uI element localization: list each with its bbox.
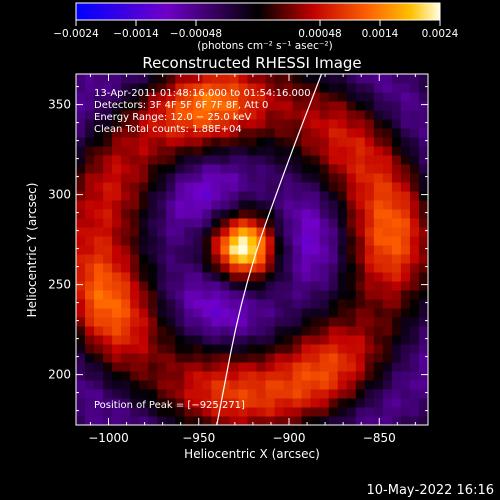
colorbar-tick-label: 0.00048 xyxy=(298,28,341,40)
x-tick-label: −850 xyxy=(363,431,396,445)
x-tick-label: −1000 xyxy=(88,431,129,445)
info-time-range: 13‑Apr‑2011 01:48:16.000 to 01:54:16.000 xyxy=(94,88,311,99)
y-tick-label: 300 xyxy=(48,188,71,202)
plot-frame xyxy=(75,73,429,426)
y-tick-label: 250 xyxy=(48,278,71,292)
colorbar-gradient xyxy=(75,2,441,21)
colorbar-tick-label: 0.0024 xyxy=(422,28,459,40)
heatmap-image xyxy=(76,74,428,425)
x-axis-label: Heliocentric X (arcsec) xyxy=(184,447,320,461)
observation-info: 13‑Apr‑2011 01:48:16.000 to 01:54:16.000… xyxy=(94,88,311,135)
info-energy-range: Energy Range: 12.0 − 25.0 keV xyxy=(94,112,251,123)
colorbar-ticks xyxy=(75,20,441,26)
axes: −1000 −950 −900 −850 200 250 300 350 xyxy=(48,74,428,445)
solar-limb-line xyxy=(216,74,323,425)
colorbar-tick-label: −0.0024 xyxy=(53,28,99,40)
x-tick-label: −900 xyxy=(273,431,306,445)
x-tick-label: −950 xyxy=(182,431,215,445)
info-detectors: Detectors: 3F 4F 5F 6F 7F 8F, Att 0 xyxy=(94,100,268,111)
colorbar-unit-label: (photons cm⁻² s⁻¹ asec⁻²) xyxy=(197,40,332,52)
colorbar: −0.0024 −0.0014 −0.00048 0.00048 0.0014 0.002… xyxy=(53,2,459,52)
colorbar-tick-label: 0.0014 xyxy=(362,28,399,40)
footer-date: 10‑May‑2022 16:16 xyxy=(367,483,494,498)
colorbar-tick-label: −0.00048 xyxy=(170,28,222,40)
colorbar-tick-label: −0.0014 xyxy=(113,28,159,40)
chart-title: Reconstructed RHESSI Image xyxy=(142,54,361,72)
y-axis-label: Heliocentric Y (arcsec) xyxy=(25,183,39,318)
info-counts: Clean Total counts: 1.88E+04 xyxy=(94,124,242,135)
colorbar-tick-labels: −0.0024 −0.0014 −0.00048 0.00048 0.0014 0.002… xyxy=(53,28,458,40)
y-tick-label: 200 xyxy=(48,368,71,382)
y-tick-label: 350 xyxy=(48,98,71,112)
peak-position-label: Position of Peak = [−925,271] xyxy=(94,400,245,411)
